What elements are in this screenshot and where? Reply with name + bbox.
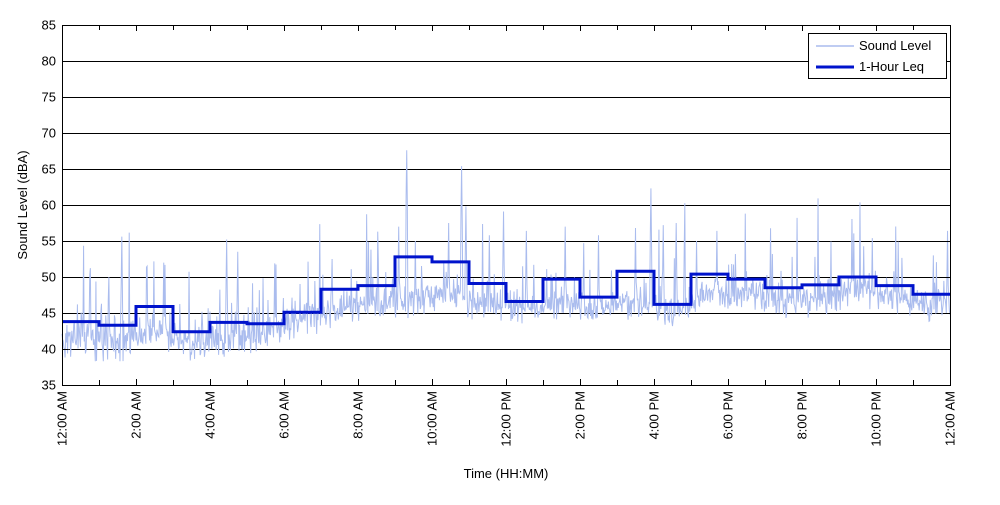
x-axis-tick-labels: 12:00 AM 2:00 AM 4:00 AM 6:00 AM 8:00 AM 10:0…	[55, 391, 958, 447]
x-tick-label-2: 4:00 AM	[203, 391, 218, 439]
y-axis-tick-labels: 35 40 45 50 55 60 65 70 75 80 85	[42, 18, 56, 393]
x-tick-label-8: 4:00 PM	[647, 391, 662, 439]
legend-box	[808, 33, 947, 79]
y-tick-label-70: 70	[42, 126, 56, 141]
x-tick-label-11: 10:00 PM	[869, 391, 884, 447]
y-tick-label-85: 85	[42, 18, 56, 33]
y-tick-label-55: 55	[42, 234, 56, 249]
legend-label-sound-level: Sound Level	[859, 38, 931, 53]
x-tick-label-9: 6:00 PM	[721, 391, 736, 439]
x-tick-label-7: 2:00 PM	[573, 391, 588, 439]
axis-ticks	[62, 25, 951, 386]
y-tick-label-60: 60	[42, 198, 56, 213]
y-tick-label-35: 35	[42, 378, 56, 393]
x-tick-label-10: 8:00 PM	[795, 391, 810, 439]
x-tick-label-4: 8:00 AM	[351, 391, 366, 439]
x-tick-label-5: 10:00 AM	[425, 391, 440, 446]
x-tick-label-0: 12:00 AM	[55, 391, 70, 446]
x-tick-label-1: 2:00 AM	[129, 391, 144, 439]
y-tick-label-65: 65	[42, 162, 56, 177]
y-tick-label-45: 45	[42, 306, 56, 321]
y-tick-label-40: 40	[42, 342, 56, 357]
series-sound-level	[61, 150, 951, 362]
x-tick-label-3: 6:00 AM	[277, 391, 292, 439]
y-tick-label-75: 75	[42, 90, 56, 105]
legend-label-1-hour-leq: 1-Hour Leq	[859, 59, 924, 74]
series-1-hour-leq	[62, 255, 950, 334]
y-axis-title: Sound Level (dBA)	[15, 150, 30, 259]
x-tick-label-6: 12:00 PM	[499, 391, 514, 447]
x-axis-title: Time (HH:MM)	[464, 466, 549, 481]
y-tick-label-50: 50	[42, 270, 56, 285]
x-tick-label-12: 12:00 AM	[943, 391, 958, 446]
y-tick-label-80: 80	[42, 54, 56, 69]
legend: Sound Level 1-Hour Leq	[808, 33, 947, 79]
